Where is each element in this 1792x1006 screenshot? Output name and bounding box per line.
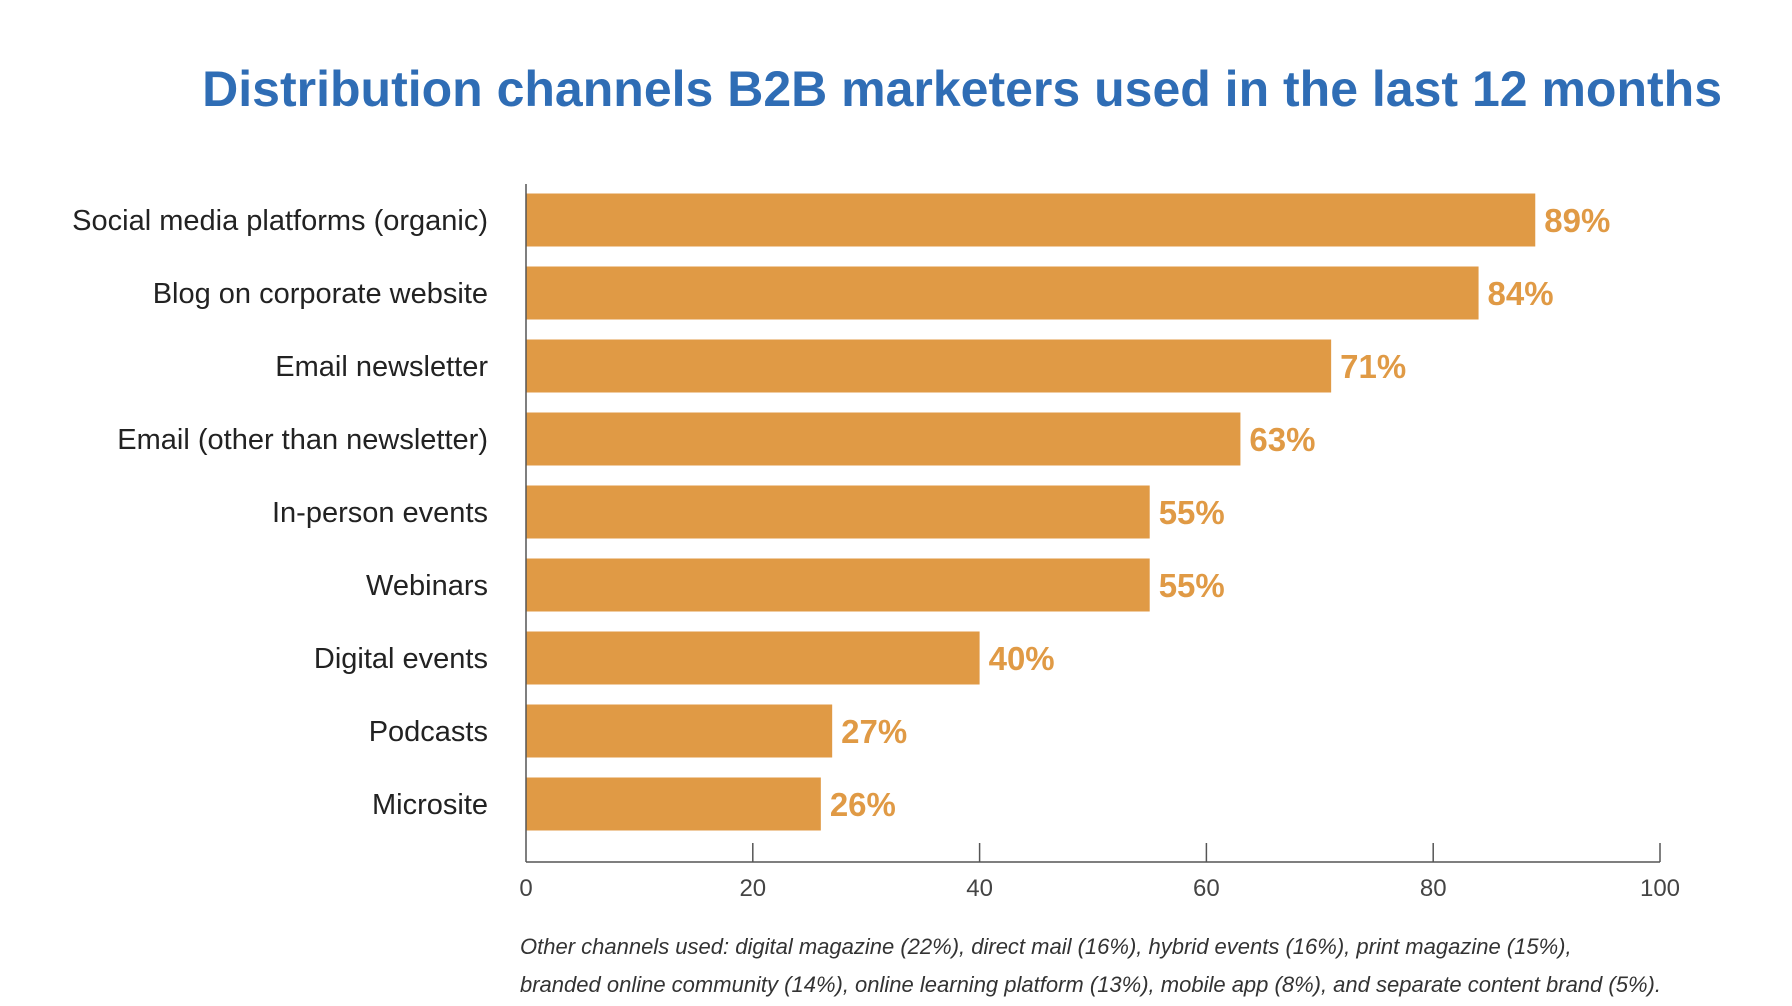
value-label: 89% bbox=[1544, 202, 1610, 239]
chart-title: Distribution channels B2B marketers used… bbox=[202, 61, 1722, 117]
value-label: 71% bbox=[1340, 348, 1406, 385]
footnote-line-2: branded online community (14%), online l… bbox=[520, 972, 1661, 997]
category-label: Email newsletter bbox=[275, 351, 488, 383]
value-label: 27% bbox=[841, 713, 907, 750]
value-label: 55% bbox=[1159, 494, 1225, 531]
category-label: Blog on corporate website bbox=[153, 278, 488, 310]
value-label: 40% bbox=[989, 640, 1055, 677]
bar bbox=[526, 631, 980, 685]
value-label: 84% bbox=[1488, 275, 1554, 312]
x-tick-label: 0 bbox=[519, 875, 532, 902]
category-label: Digital events bbox=[314, 643, 488, 675]
value-label: 26% bbox=[830, 786, 896, 823]
value-label: 55% bbox=[1159, 567, 1225, 604]
footnote-line-1: Other channels used: digital magazine (2… bbox=[520, 934, 1572, 959]
category-label: Email (other than newsletter) bbox=[117, 424, 488, 456]
category-label: Podcasts bbox=[369, 716, 488, 748]
category-label: Microsite bbox=[372, 789, 488, 821]
x-tick-label: 20 bbox=[739, 875, 766, 902]
value-label: 63% bbox=[1249, 421, 1315, 458]
bar bbox=[526, 193, 1536, 247]
bar bbox=[526, 412, 1241, 466]
category-label: Social media platforms (organic) bbox=[72, 205, 488, 237]
category-label: In-person events bbox=[272, 497, 488, 529]
x-tick-label: 100 bbox=[1640, 875, 1680, 902]
category-label: Webinars bbox=[366, 570, 488, 602]
bar bbox=[526, 558, 1150, 612]
bar bbox=[526, 704, 833, 758]
bar bbox=[526, 339, 1332, 393]
bars-group: Social media platforms (organic) 89% Blog … bbox=[72, 193, 1610, 831]
bar bbox=[526, 266, 1479, 320]
x-tick-label: 40 bbox=[966, 875, 993, 902]
x-tick-label: 80 bbox=[1420, 875, 1447, 902]
bar bbox=[526, 485, 1150, 539]
bar bbox=[526, 777, 821, 831]
x-axis: 0 20 40 60 80 100 bbox=[519, 184, 1680, 902]
x-tick-label: 60 bbox=[1193, 875, 1220, 902]
